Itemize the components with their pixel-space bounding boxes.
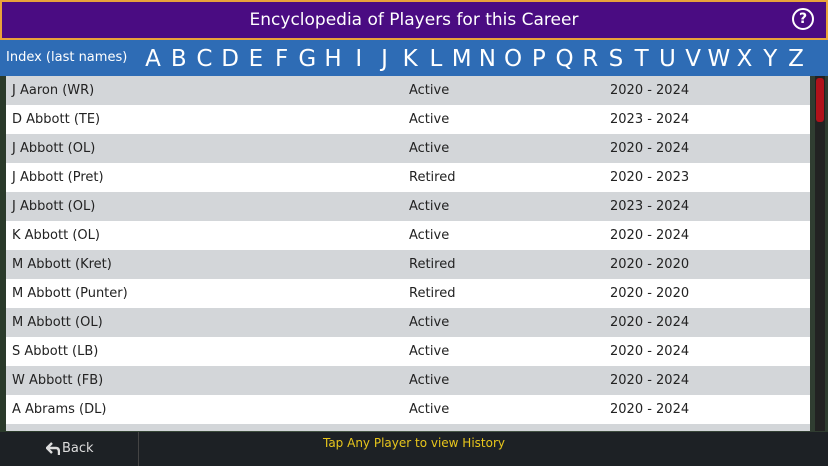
- player-status: Active: [409, 344, 450, 359]
- player-years: 2020 - 2024: [610, 344, 690, 359]
- index-letter[interactable]: X: [736, 46, 753, 72]
- player-name: S Abbott (LB): [12, 344, 99, 359]
- player-years: 2020 - 2020: [610, 257, 690, 272]
- player-status: Active: [409, 199, 450, 214]
- player-status: Active: [409, 315, 450, 330]
- player-status: Active: [409, 373, 450, 388]
- index-label: Index (last names): [6, 50, 128, 65]
- player-row[interactable]: M Abbott (Kret) Retired 2020 - 2020: [6, 250, 810, 279]
- player-name: J Abbott (OL): [12, 141, 96, 156]
- index-letter[interactable]: E: [248, 46, 264, 72]
- player-row[interactable]: [6, 424, 810, 431]
- player-status: Active: [409, 83, 450, 98]
- player-name: A Abrams (DL): [12, 402, 107, 417]
- player-row[interactable]: D Abbott (TE) Active 2023 - 2024: [6, 105, 810, 134]
- index-letter[interactable]: Z: [788, 46, 804, 72]
- index-letter[interactable]: J: [381, 46, 388, 72]
- index-letter[interactable]: O: [504, 46, 523, 72]
- player-name: D Abbott (TE): [12, 112, 101, 127]
- scrollbar[interactable]: [815, 76, 825, 431]
- index-letter[interactable]: P: [531, 46, 546, 72]
- index-letter[interactable]: W: [707, 46, 731, 72]
- index-letter[interactable]: Q: [555, 46, 574, 72]
- player-years: 2020 - 2024: [610, 228, 690, 243]
- player-row[interactable]: W Abbott (FB) Active 2020 - 2024: [6, 366, 810, 395]
- index-letter[interactable]: N: [478, 46, 496, 72]
- back-button[interactable]: Back: [0, 432, 139, 466]
- help-button[interactable]: ?: [792, 8, 814, 30]
- player-years: 2020 - 2024: [610, 402, 690, 417]
- index-letter[interactable]: F: [274, 46, 289, 72]
- index-letter[interactable]: Y: [763, 46, 778, 72]
- player-name: J Aaron (WR): [12, 83, 95, 98]
- index-letter[interactable]: K: [402, 46, 418, 72]
- player-row[interactable]: J Aaron (WR) Active 2020 - 2024: [6, 76, 810, 105]
- player-years: 2023 - 2024: [610, 199, 690, 214]
- player-status: Active: [409, 402, 450, 417]
- player-name: K Abbott (OL): [12, 228, 100, 243]
- player-years: 2020 - 2024: [610, 83, 690, 98]
- player-table: J Aaron (WR) Active 2020 - 2024 D Abbott (T…: [6, 76, 810, 431]
- player-years: 2020 - 2024: [610, 373, 690, 388]
- index-letter[interactable]: R: [582, 46, 599, 72]
- index-letter[interactable]: C: [196, 46, 213, 72]
- player-name: W Abbott (FB): [12, 373, 104, 388]
- player-row[interactable]: A Abrams (DL) Active 2020 - 2024: [6, 395, 810, 424]
- title: Encyclopedia of Players for this Career: [249, 10, 579, 30]
- scroll-thumb[interactable]: [816, 78, 824, 122]
- index-letter[interactable]: D: [221, 46, 240, 72]
- player-row[interactable]: J Abbott (Pret) Retired 2020 - 2023: [6, 163, 810, 192]
- player-status: Retired: [409, 257, 456, 272]
- index-letter[interactable]: H: [324, 46, 342, 72]
- index-letter[interactable]: I: [355, 46, 363, 72]
- index-letter[interactable]: A: [145, 46, 161, 72]
- player-status: Active: [409, 228, 450, 243]
- player-row[interactable]: J Abbott (OL) Active 2020 - 2024: [6, 134, 810, 163]
- index-letter[interactable]: V: [685, 46, 701, 72]
- player-status: Active: [409, 112, 450, 127]
- player-name: M Abbott (OL): [12, 315, 103, 330]
- player-row[interactable]: M Abbott (OL) Active 2020 - 2024: [6, 308, 810, 337]
- index-letter[interactable]: U: [658, 46, 676, 72]
- player-status: Active: [409, 141, 450, 156]
- player-years: 2023 - 2024: [610, 112, 690, 127]
- footer: Back Tap Any Player to view History: [0, 432, 828, 466]
- player-row[interactable]: M Abbott (Punter) Retired 2020 - 2020: [6, 279, 810, 308]
- player-row[interactable]: J Abbott (OL) Active 2023 - 2024: [6, 192, 810, 221]
- player-row[interactable]: S Abbott (LB) Active 2020 - 2024: [6, 337, 810, 366]
- back-icon: [46, 442, 60, 455]
- header: Encyclopedia of Players for this Career …: [0, 0, 828, 40]
- index-letter[interactable]: B: [170, 46, 187, 72]
- player-years: 2020 - 2024: [610, 315, 690, 330]
- player-status: Retired: [409, 170, 456, 185]
- player-years: 2020 - 2023: [610, 170, 690, 185]
- index-letter[interactable]: T: [634, 46, 649, 72]
- back-label: Back: [62, 441, 94, 456]
- index-letter[interactable]: S: [608, 46, 624, 72]
- index-letter[interactable]: L: [429, 46, 443, 72]
- hint: Tap Any Player to view History: [322, 436, 505, 450]
- player-name: J Abbott (OL): [12, 199, 96, 214]
- player-name: M Abbott (Punter): [12, 286, 128, 301]
- player-row[interactable]: K Abbott (OL) Active 2020 - 2024: [6, 221, 810, 250]
- player-name: M Abbott (Kret): [12, 257, 112, 272]
- index-letter[interactable]: M: [451, 46, 472, 72]
- player-years: 2020 - 2020: [610, 286, 690, 301]
- index-letter[interactable]: G: [298, 46, 317, 72]
- player-name: J Abbott (Pret): [12, 170, 104, 185]
- player-years: 2020 - 2024: [610, 141, 690, 156]
- player-status: Retired: [409, 286, 456, 301]
